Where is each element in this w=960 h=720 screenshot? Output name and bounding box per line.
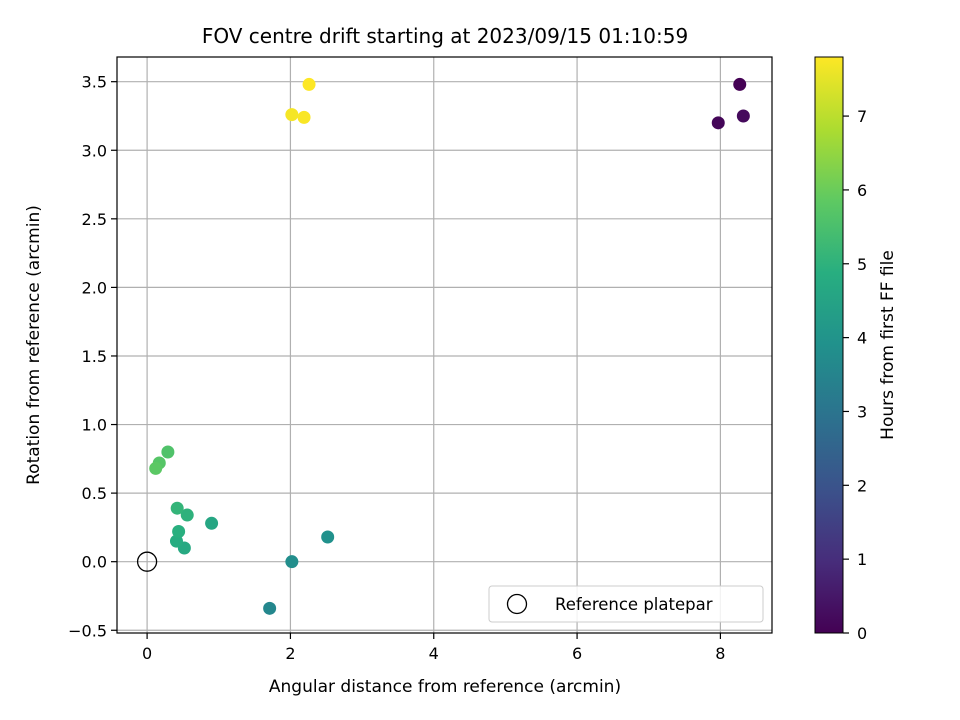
data-point <box>285 108 299 122</box>
x-axis-label: Angular distance from reference (arcmin) <box>269 677 621 697</box>
data-point <box>285 555 299 569</box>
colorbar-tick-label: 3 <box>857 402 867 421</box>
y-tick-label: 0.0 <box>82 553 107 572</box>
data-point <box>149 461 163 475</box>
data-point <box>161 445 175 459</box>
colorbar-tick-label: 1 <box>857 550 867 569</box>
data-point <box>736 109 750 123</box>
colorbar-tick-label: 6 <box>857 181 867 200</box>
y-tick-label: 2.0 <box>82 278 107 297</box>
legend-marker-reference <box>506 593 528 615</box>
legend-box <box>488 585 764 623</box>
reference-layer <box>136 551 158 572</box>
data-point <box>172 525 186 539</box>
colorbar-tick-label: 4 <box>857 329 867 348</box>
colorbar-tick-label: 5 <box>857 255 867 274</box>
y-tick-label: 1.0 <box>82 416 107 435</box>
legend: Reference platepar <box>488 585 764 623</box>
y-axis-ticks: −0.5 0.0 0.5 1.0 1.5 2.0 2.5 3.0 3.5 <box>68 73 117 640</box>
data-point <box>180 508 194 522</box>
y-axis-label: Rotation from reference (arcmin) <box>24 205 44 485</box>
colorbar-ticks: 0 1 2 3 4 5 6 7 <box>843 107 867 643</box>
y-tick-label: −0.5 <box>68 621 107 640</box>
data-point <box>711 116 725 130</box>
x-tick-label: 8 <box>715 644 725 663</box>
y-tick-label: 3.0 <box>82 141 107 160</box>
colorbar-gradient <box>814 56 844 634</box>
y-tick-label: 1.5 <box>82 347 107 366</box>
chart-title: FOV centre drift starting at 2023/09/15 … <box>202 24 688 48</box>
x-tick-label: 4 <box>429 644 439 663</box>
colorbar-tick-label: 0 <box>857 624 867 643</box>
data-point <box>321 530 335 544</box>
x-tick-label: 6 <box>572 644 582 663</box>
colorbar: 0 1 2 3 4 5 6 7 Hours from first FF file <box>814 56 898 643</box>
x-axis-ticks: 0 2 4 6 8 <box>142 633 725 663</box>
colorbar-tick-label: 7 <box>857 107 867 126</box>
legend-label-reference: Reference platepar <box>555 595 713 614</box>
y-tick-label: 3.5 <box>82 73 107 92</box>
data-point <box>302 77 316 91</box>
x-tick-label: 2 <box>285 644 295 663</box>
y-tick-label: 0.5 <box>82 484 107 503</box>
data-point <box>170 501 184 515</box>
reference-platepar-marker <box>136 551 158 572</box>
y-tick-label: 2.5 <box>82 210 107 229</box>
data-point <box>297 110 311 124</box>
colorbar-tick-label: 2 <box>857 476 867 495</box>
colorbar-label: Hours from first FF file <box>878 250 898 440</box>
x-tick-label: 0 <box>142 644 152 663</box>
plot-area-frame <box>116 56 773 634</box>
data-point <box>205 516 219 530</box>
data-point <box>263 601 277 615</box>
data-point <box>733 77 747 91</box>
data-points <box>149 77 750 615</box>
grid-lines <box>117 57 772 633</box>
